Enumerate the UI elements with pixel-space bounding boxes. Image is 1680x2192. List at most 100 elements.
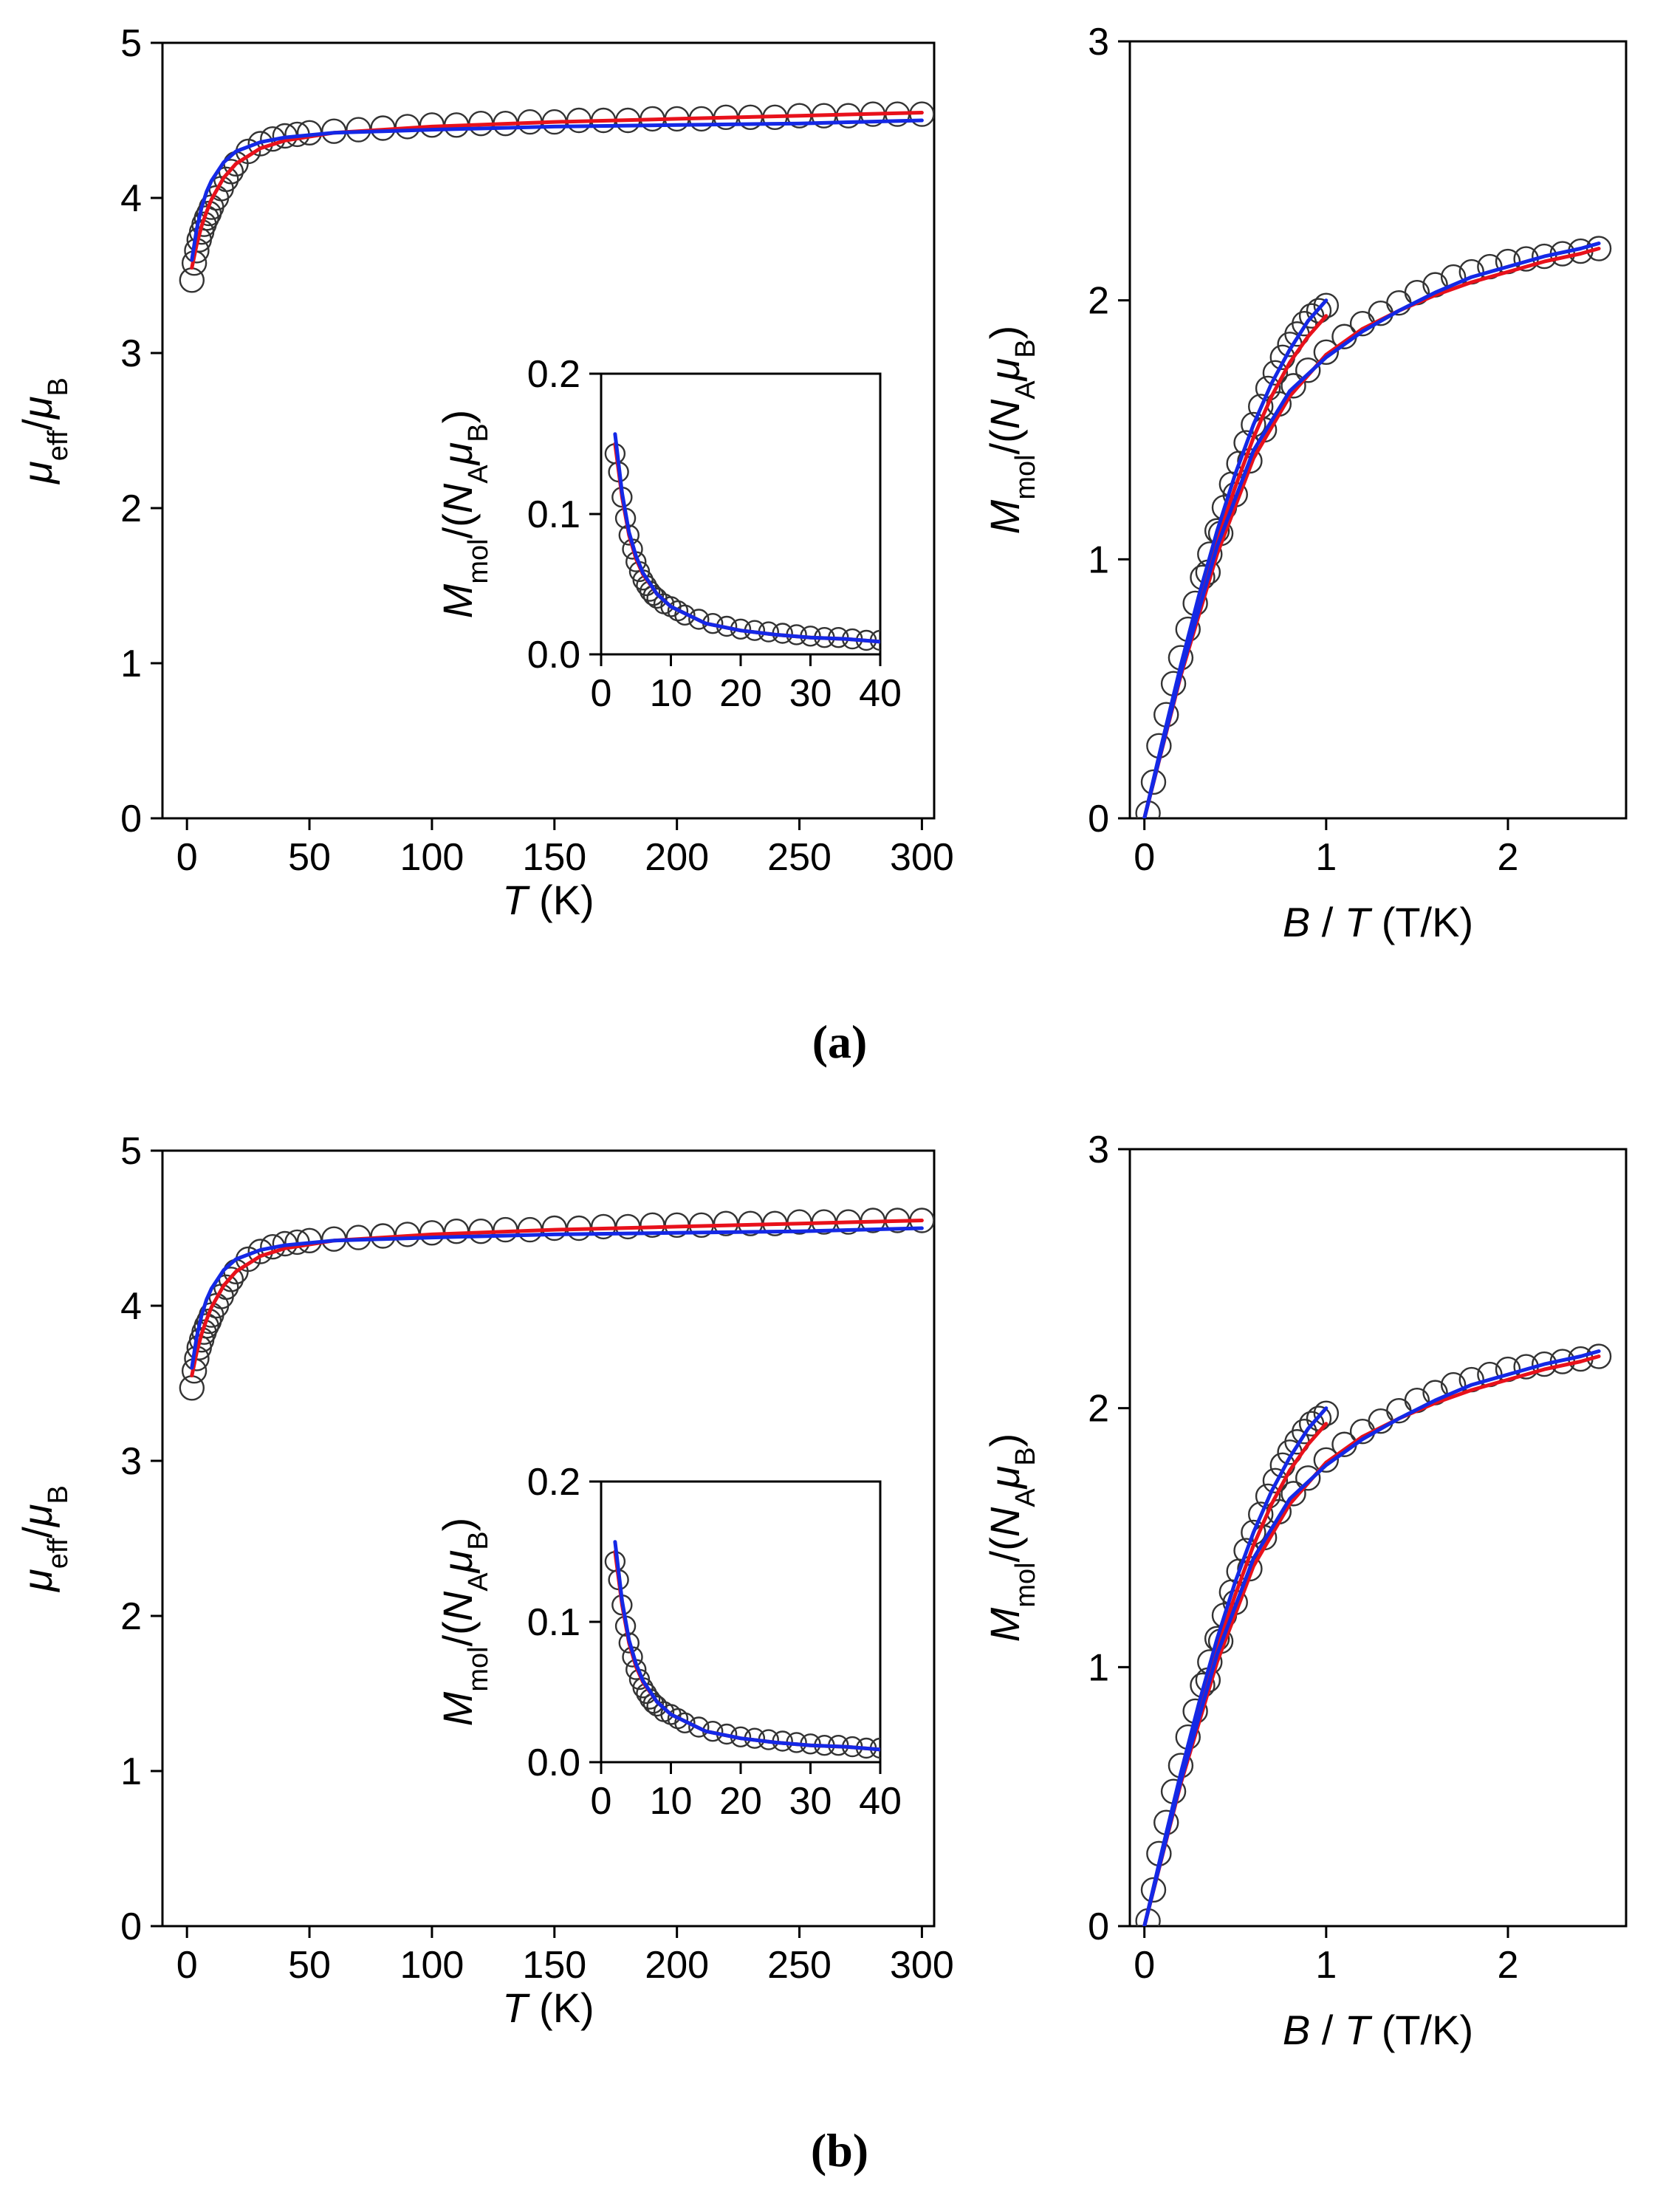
fit-line-blue [1142, 242, 1601, 818]
x-tick-label: 20 [719, 672, 762, 715]
y-tick-label: 0.0 [527, 634, 580, 677]
x-tick-label: 100 [400, 836, 464, 879]
x-tick-label: 0 [176, 836, 198, 879]
y-tick-label: 1 [120, 1750, 142, 1793]
y-axis-label: Mmol/(NAμB) [981, 1434, 1041, 1643]
chart-a-right: 0 1 2 0 1 2 3 B / T (T/K) Mmol/(NAμB) [981, 21, 1628, 945]
plot-area [1135, 1343, 1612, 1926]
data-point [674, 1712, 696, 1734]
x-tick-label: 2 [1498, 836, 1519, 879]
data-point [688, 609, 710, 630]
x-axis-label: T (K) [502, 1984, 594, 2031]
y-tick-label: 3 [120, 1440, 142, 1483]
plot-area [179, 101, 934, 293]
fit-line-blue [613, 432, 880, 644]
y-tick-label: 3 [1088, 21, 1109, 64]
y-axis-label: Mmol/(NAμB) [981, 326, 1041, 535]
y-axis-label: Mmol/(NAμB) [434, 1518, 494, 1727]
data-point [1313, 1447, 1340, 1473]
data-point [1313, 339, 1340, 365]
plot-frame [1128, 1148, 1628, 1928]
x-tick-label: 50 [288, 1944, 331, 1987]
data-point [1295, 1465, 1321, 1491]
y-tick-label: 1 [1088, 538, 1109, 581]
x-tick-label: 150 [522, 836, 586, 879]
y-tick-label: 3 [1088, 1128, 1109, 1171]
x-tick-label: 0 [591, 672, 612, 715]
x-tick-label: 0 [1134, 1944, 1155, 1987]
panel-label-b: (b) [811, 2124, 868, 2176]
panel-label-a: (a) [812, 1015, 868, 1068]
x-tick-label: 250 [767, 1944, 832, 1987]
y-tick-label: 0.2 [527, 1461, 580, 1504]
data-point [1532, 243, 1557, 270]
x-tick-label: 0 [1134, 836, 1155, 879]
x-tick-label: 1 [1315, 1944, 1337, 1987]
plot-area [604, 1540, 880, 1759]
x-axis-label: B / T (T/K) [1283, 2007, 1473, 2053]
y-tick-label: 0 [120, 1905, 142, 1948]
plot-frame [600, 1480, 882, 1764]
y-tick-label: 0.1 [527, 1601, 580, 1644]
data-point [1295, 357, 1321, 383]
y-tick-label: 0 [1088, 1905, 1109, 1948]
y-tick-label: 0.0 [527, 1741, 580, 1784]
y-tick-label: 0.2 [527, 353, 580, 396]
data-point [674, 604, 696, 626]
fit-line-red [1142, 1354, 1601, 1926]
y-tick-label: 0 [120, 798, 142, 840]
x-axis-label: B / T (T/K) [1283, 899, 1473, 945]
y-tick-label: 5 [120, 1130, 142, 1173]
chart-b-inset: 0 10 20 30 40 0.0 0.1 0.2 Mmol/(NAμB) [434, 1461, 902, 1823]
x-tick-label: 200 [645, 836, 709, 879]
x-tick-label: 50 [288, 836, 331, 879]
fit-line-red [190, 1219, 924, 1377]
data-point [179, 267, 205, 293]
data-point [1292, 311, 1317, 337]
x-tick-label: 250 [767, 836, 832, 879]
x-tick-label: 300 [890, 836, 954, 879]
x-tick-label: 20 [719, 1780, 762, 1823]
plot-frame [161, 1149, 936, 1928]
series-experimental [604, 1551, 880, 1759]
y-tick-label: 3 [120, 332, 142, 375]
x-tick-label: 0 [591, 1780, 612, 1823]
data-point [1298, 303, 1325, 329]
fit-line-red [613, 442, 880, 644]
data-point [193, 205, 219, 231]
chart-b-right: 0 1 2 0 1 2 3 B / T (T/K) Mmol/(NAμB) [981, 1128, 1628, 2053]
data-point [1280, 373, 1306, 399]
data-point [1532, 1351, 1557, 1377]
data-point [688, 1716, 710, 1738]
x-tick-label: 2 [1498, 1944, 1519, 1987]
data-point [179, 1375, 205, 1401]
fit-line-red [1142, 314, 1328, 818]
y-tick-label: 0.1 [527, 493, 580, 536]
x-tick-label: 30 [789, 672, 832, 715]
data-point [443, 1218, 470, 1244]
fit-line-blue [190, 118, 924, 262]
x-tick-label: 0 [176, 1944, 198, 1987]
y-tick-label: 2 [120, 1595, 142, 1638]
plot-frame [1128, 40, 1628, 820]
y-tick-label: 2 [120, 487, 142, 530]
plot-area [604, 432, 880, 651]
x-tick-label: 30 [789, 1780, 832, 1823]
fit-line-blue [613, 1540, 880, 1752]
data-point [1140, 769, 1167, 795]
y-tick-label: 2 [1088, 280, 1109, 323]
fit-line-red [1142, 247, 1601, 818]
y-tick-label: 5 [120, 22, 142, 65]
x-tick-label: 150 [522, 1944, 586, 1987]
y-tick-label: 2 [1088, 1388, 1109, 1431]
fit-line-red [613, 1549, 880, 1752]
y-tick-label: 4 [120, 177, 142, 220]
plot-frame [161, 41, 936, 820]
x-tick-label: 10 [650, 672, 693, 715]
y-tick-label: 4 [120, 1285, 142, 1328]
chart-a-inset: 0 10 20 30 40 0.0 0.1 0.2 Mmol/(NAμB) [434, 353, 902, 715]
